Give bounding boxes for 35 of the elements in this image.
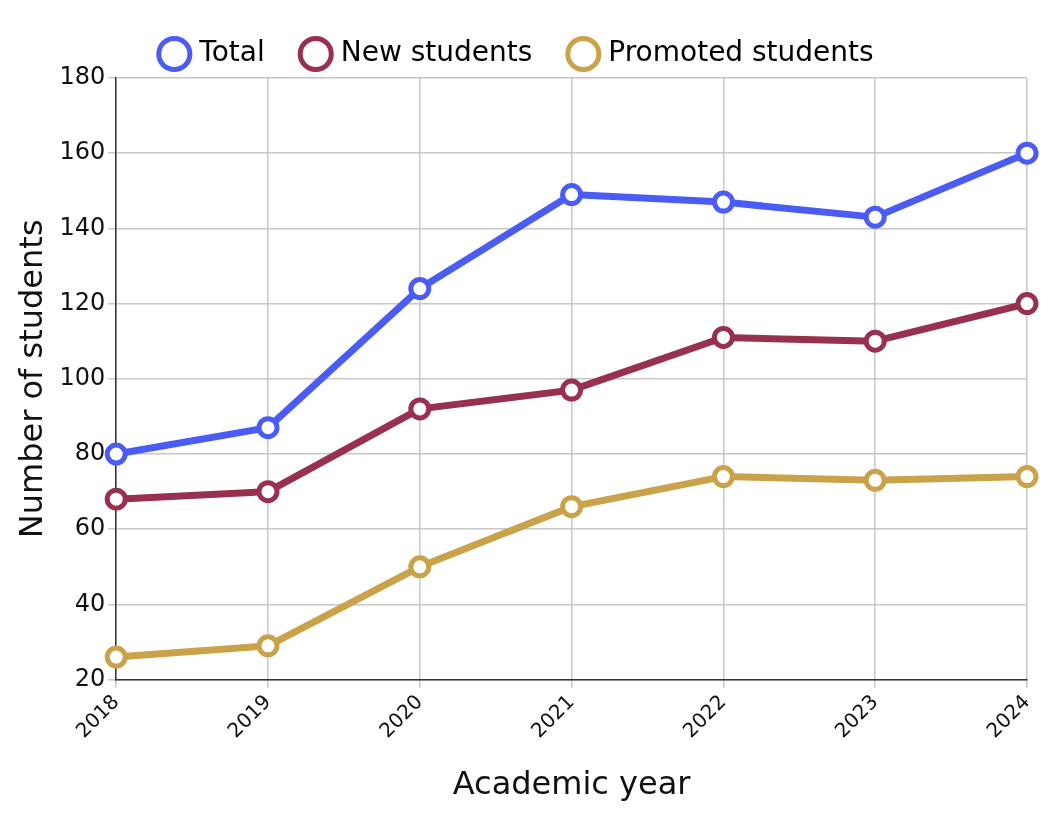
legend-label: New students: [340, 35, 533, 69]
point: [560, 378, 584, 402]
y-tick-label: 40: [74, 588, 106, 617]
y-tick-label: 60: [74, 513, 106, 542]
point: [711, 325, 735, 349]
y-tick-label: 140: [59, 212, 106, 241]
point: [256, 480, 280, 504]
point: [104, 442, 128, 466]
point: [104, 645, 128, 669]
y-tick-label: 20: [74, 663, 106, 692]
y-tick-label: 180: [59, 62, 106, 91]
point: [408, 277, 432, 301]
point: [104, 487, 128, 511]
y-tick-label: 80: [74, 438, 106, 467]
point: [560, 183, 584, 207]
point: [1015, 465, 1039, 489]
y-tick-label: 160: [59, 137, 106, 166]
point: [1015, 141, 1039, 165]
point: [1015, 292, 1039, 316]
point: [863, 468, 887, 492]
point: [408, 555, 432, 579]
y-tick-label: 120: [59, 287, 106, 316]
x-axis-title: Academic year: [452, 764, 692, 803]
y-axis-title: Number of students: [11, 219, 50, 539]
point: [560, 495, 584, 519]
y-tick-label: 100: [59, 363, 106, 392]
point: [863, 205, 887, 229]
point: [408, 397, 432, 421]
point: [256, 634, 280, 658]
point: [711, 190, 735, 214]
legend-label: Promoted students: [608, 35, 874, 69]
legend-label: Total: [198, 35, 265, 69]
point: [256, 416, 280, 440]
point: [711, 465, 735, 489]
point: [863, 329, 887, 353]
